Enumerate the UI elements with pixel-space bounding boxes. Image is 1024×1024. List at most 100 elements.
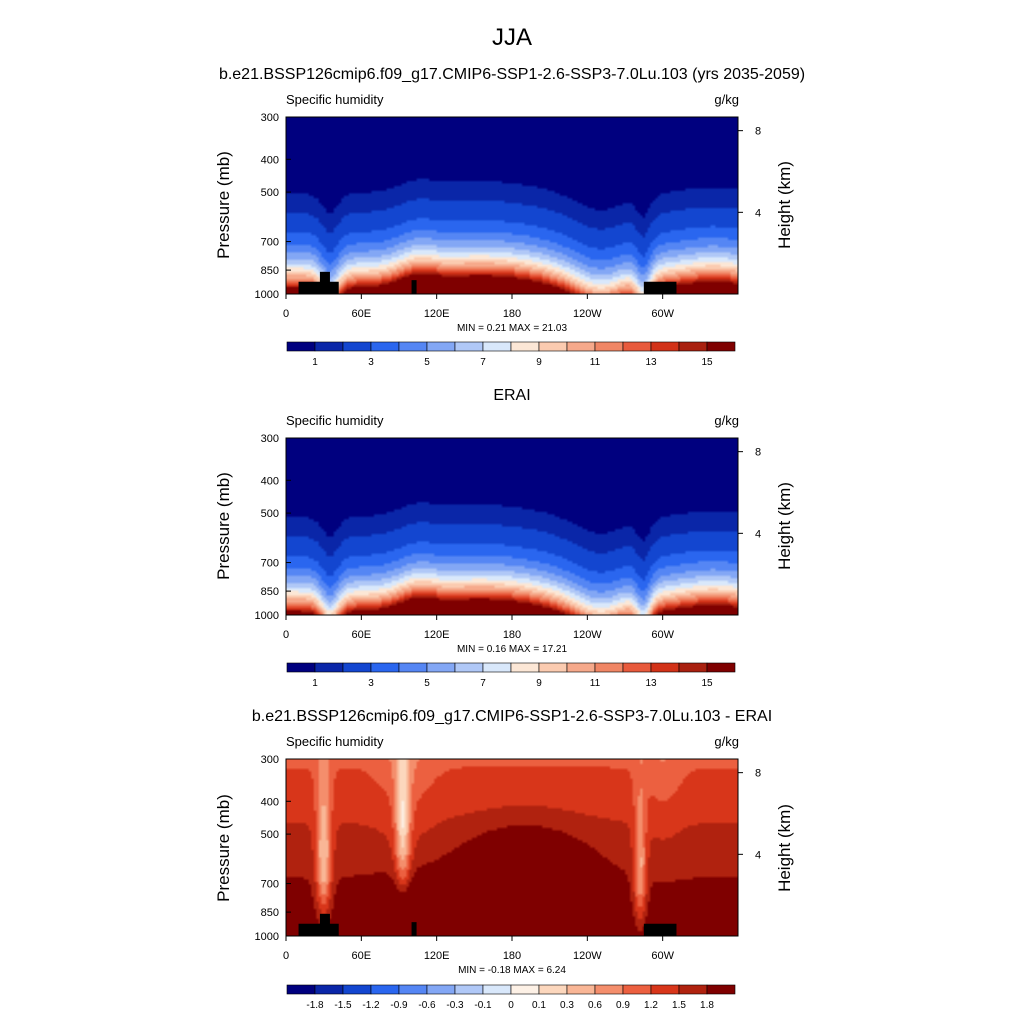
colorbar-box	[510, 341, 540, 352]
x-tick-label: 120W	[573, 950, 602, 962]
colorbar-box	[706, 341, 736, 352]
colorbar-label: 1	[312, 357, 318, 368]
y-tick-label: 500	[261, 508, 279, 520]
topography-mask	[411, 922, 417, 936]
y-tick-label: 850	[261, 907, 279, 919]
topography-mask	[319, 271, 330, 294]
colorbar-label: -1.8	[306, 1000, 324, 1011]
colorbar-box	[538, 341, 568, 352]
colorbar-box	[342, 984, 372, 995]
y-axis-right-label: Height (km)	[775, 161, 794, 249]
y-tick-label: 500	[261, 187, 279, 199]
colorbar-label: 9	[536, 357, 542, 368]
colorbar-box	[314, 341, 344, 352]
colorbar-box	[706, 984, 736, 995]
topography-mask	[298, 923, 339, 936]
colorbar-box	[706, 662, 736, 673]
colorbar-box	[510, 984, 540, 995]
x-tick-label: 60E	[352, 308, 372, 320]
colorbar-label: -0.9	[390, 1000, 408, 1011]
panel-difference: b.e21.BSSP126cmip6.f09_g17.CMIP6-SSP1-2.…	[214, 708, 794, 1011]
y-tick-label: 700	[261, 879, 279, 891]
plot-area: 300 400 500 700 850 1000 8 4 0 60E 120E 180 120W 60W	[255, 433, 762, 641]
y-right-tick-label: 8	[755, 126, 761, 138]
colorbar-box	[650, 984, 680, 995]
topography-mask	[643, 923, 677, 936]
colorbar-box	[622, 984, 652, 995]
colorbar-label: -1.2	[362, 1000, 380, 1011]
y-tick-label: 1000	[255, 289, 279, 301]
y-axis-label: Pressure (mb)	[214, 794, 233, 902]
colorbar-box	[454, 662, 484, 673]
topography-mask	[319, 913, 330, 936]
plot-area: 300 400 500 700 850 1000 8 4 0 60E 120E 180 120W 60W	[255, 754, 762, 962]
x-tick-label: 60E	[352, 950, 372, 962]
colorbar: 1 3 5 7 9 11 13 15	[286, 341, 736, 368]
y-tick-label: 700	[261, 558, 279, 570]
colorbar-label: 1.5	[672, 1000, 686, 1011]
colorbar-box	[566, 341, 596, 352]
x-tick-label: 120W	[573, 308, 602, 320]
colorbar-box	[482, 662, 512, 673]
colorbar-label: 15	[701, 678, 713, 689]
x-tick-label: 120W	[573, 629, 602, 641]
x-tick-label: 0	[283, 629, 289, 641]
x-tick-label: 60W	[651, 308, 674, 320]
colorbar-box	[566, 984, 596, 995]
colorbar-label: 15	[701, 357, 713, 368]
x-tick-label: 0	[283, 950, 289, 962]
colorbar-label: 1.2	[644, 1000, 658, 1011]
colorbar-box	[678, 984, 708, 995]
panel-title: b.e21.BSSP126cmip6.f09_g17.CMIP6-SSP1-2.…	[252, 708, 772, 725]
colorbar-label: 3	[368, 357, 374, 368]
colorbar-box	[398, 662, 428, 673]
colorbar-box	[510, 662, 540, 673]
colorbar-box	[622, 662, 652, 673]
y-tick-label: 1000	[255, 931, 279, 943]
panel-right-label: g/kg	[714, 734, 739, 749]
colorbar-box	[426, 341, 456, 352]
colorbar-box	[286, 984, 316, 995]
y-tick-label: 300	[261, 754, 279, 766]
heatmap-field	[286, 759, 738, 936]
colorbar-label: 13	[645, 357, 657, 368]
panel-left-label: Specific humidity	[286, 92, 384, 107]
colorbar-box	[650, 341, 680, 352]
y-right-tick-label: 4	[755, 207, 761, 219]
colorbar-box	[314, 984, 344, 995]
stats-text: MIN = -0.18 MAX = 6.24	[458, 965, 566, 976]
y-axis-right-label: Height (km)	[775, 804, 794, 892]
x-tick-label: 120E	[424, 950, 450, 962]
colorbar-label: -1.5	[334, 1000, 352, 1011]
y-axis-label: Pressure (mb)	[214, 151, 233, 259]
y-axis-right-label: Height (km)	[775, 482, 794, 570]
stats-text: MIN = 0.16 MAX = 17.21	[457, 644, 567, 655]
stats-text: MIN = 0.21 MAX = 21.03	[457, 323, 567, 334]
colorbar-box	[342, 341, 372, 352]
colorbar-box	[426, 662, 456, 673]
colorbar-label: 1	[312, 678, 318, 689]
plot-area: 300 400 500 700 850 1000 8 4 0 60E 120E 180 120W 60W	[255, 112, 762, 320]
colorbar-label: 5	[424, 357, 430, 368]
colorbar-box	[482, 984, 512, 995]
colorbar-label: 5	[424, 678, 430, 689]
colorbar-box	[650, 662, 680, 673]
y-tick-label: 1000	[255, 610, 279, 622]
x-tick-label: 120E	[424, 308, 450, 320]
panel-title: b.e21.BSSP126cmip6.f09_g17.CMIP6-SSP1-2.…	[219, 66, 805, 83]
y-right-tick-label: 4	[755, 528, 761, 540]
colorbar-box	[538, 662, 568, 673]
colorbar: 1 3 5 7 9 11 13 15	[286, 662, 736, 689]
y-tick-label: 500	[261, 829, 279, 841]
y-tick-label: 700	[261, 237, 279, 249]
colorbar-label: -0.3	[446, 1000, 464, 1011]
colorbar-label: 0	[508, 1000, 514, 1011]
colorbar-box	[566, 662, 596, 673]
colorbar-box	[678, 662, 708, 673]
y-axis-label: Pressure (mb)	[214, 472, 233, 580]
x-tick-label: 180	[503, 950, 521, 962]
colorbar-box	[622, 341, 652, 352]
colorbar-label: -0.1	[474, 1000, 492, 1011]
colorbar-label: 0.1	[532, 1000, 546, 1011]
heatmap-field	[286, 117, 738, 294]
